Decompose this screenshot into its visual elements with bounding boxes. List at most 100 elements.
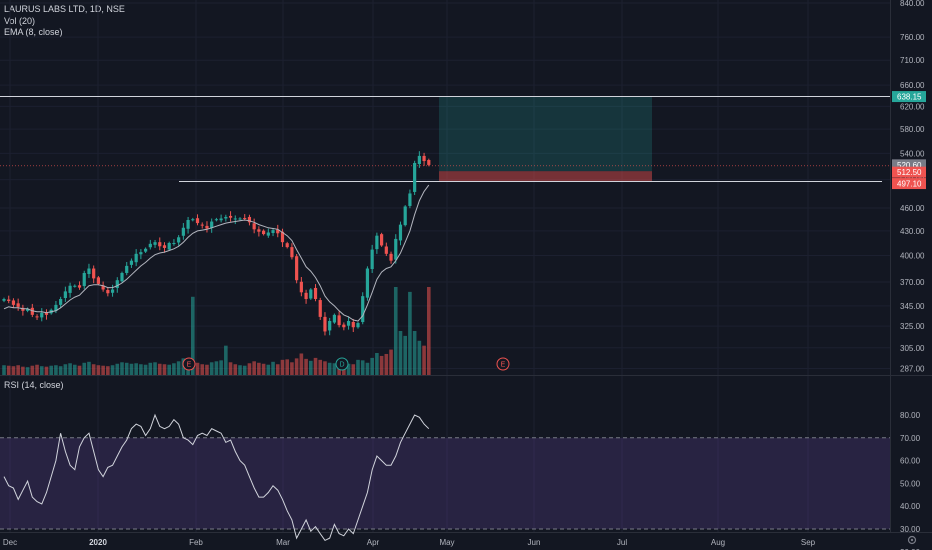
volume-bar [370,357,374,375]
volume-bar [120,362,124,375]
volume-bar [247,363,252,375]
event-marker-label: D [339,362,344,369]
legend-symbol[interactable]: LAURUS LABS LTD, 1D, NSE [4,4,125,14]
volume-bar [205,364,209,375]
candle-body [177,237,181,243]
settings-gear-icon [907,535,917,545]
event-marker-label: E [501,362,506,369]
volume-bar [290,362,294,375]
candle [427,158,431,167]
candle [356,321,360,329]
candle-body [30,307,34,315]
candle-body [351,322,355,328]
legend-volume[interactable]: Vol (20) [4,15,36,26]
candle-body [73,285,77,287]
candle-body [2,299,6,301]
candle [172,239,176,246]
price-tick-label: 325.00 [900,322,925,331]
volume-bar [73,364,77,375]
candle-body [403,206,407,226]
candle [21,304,25,316]
last-price-label: 520.60 [892,159,926,171]
volume-bar [68,363,72,375]
volume-bar [327,362,332,375]
candle [148,239,152,250]
rsi-tick-label: 80.00 [900,411,921,420]
candle [35,314,39,320]
candle [44,309,49,320]
candle [191,217,195,222]
candle-body [115,280,119,288]
candle [158,237,162,251]
volume-bar [11,366,16,375]
volume-bar [91,364,96,375]
candle-body [82,272,86,287]
candle-body [63,291,67,299]
volume-bar [275,364,280,375]
candle-body [233,218,237,220]
volume-bar [214,361,219,375]
volume-bar [238,365,242,375]
volume-bar [313,357,318,375]
candle [63,286,67,302]
candle-body [54,304,58,311]
candle [257,226,261,237]
candles [2,151,431,336]
candle [365,266,370,301]
candle-body [148,243,152,248]
volume-bar [21,366,25,375]
candle-body [384,246,388,254]
candle-body [92,268,96,279]
candle-body [68,285,72,293]
candle-body [228,215,233,218]
candle [252,218,256,234]
candle-body [153,242,157,245]
candle-body [375,235,379,250]
volume-bar [224,345,228,375]
price-tick-label: 430.00 [900,227,925,236]
rsi-legend[interactable]: RSI (14, close) [4,380,64,390]
price-tick-label: 460.00 [900,204,925,213]
volume-bar [285,359,289,375]
rsi-tick-label: 40.00 [900,502,921,511]
volume-bar [96,365,101,375]
candle-body [328,320,332,331]
candle-body [257,229,261,232]
candle-body [26,308,30,311]
rsi-tick-label: 60.00 [900,457,921,466]
gear-center [910,538,914,542]
price-tick-label: 370.00 [900,278,925,287]
candle-body [313,287,318,300]
volume-bar [25,367,30,375]
candle-body [106,289,110,294]
rsi-band [0,437,890,529]
legend-ema[interactable]: EMA (8, close) [4,27,63,37]
volume-bar [63,364,68,375]
candle-body [40,312,44,318]
candle-body [139,252,143,255]
candle-body [342,324,346,328]
rsi-tick-label: 70.00 [900,434,921,443]
candle-body [427,160,431,165]
candle-body [11,300,16,305]
candle [129,258,134,268]
candle [7,295,11,304]
candle-body [77,285,82,288]
price-tick-label: 305.00 [900,344,925,353]
candle-body [167,242,171,250]
candle-body [101,285,105,290]
volume-bar [134,363,138,375]
volume-bar [143,364,148,375]
candle-body [276,229,280,234]
candle-body [35,316,39,318]
candle-body [346,320,351,326]
candle [214,217,218,222]
volume-bar [2,365,6,375]
price-label-text: 520.60 [897,161,922,170]
time-tick-label: May [439,538,454,547]
candle-body [299,281,303,293]
price-tick-label: 760.00 [900,33,925,42]
event-marker: E [182,357,196,371]
volume-bar [129,363,134,375]
